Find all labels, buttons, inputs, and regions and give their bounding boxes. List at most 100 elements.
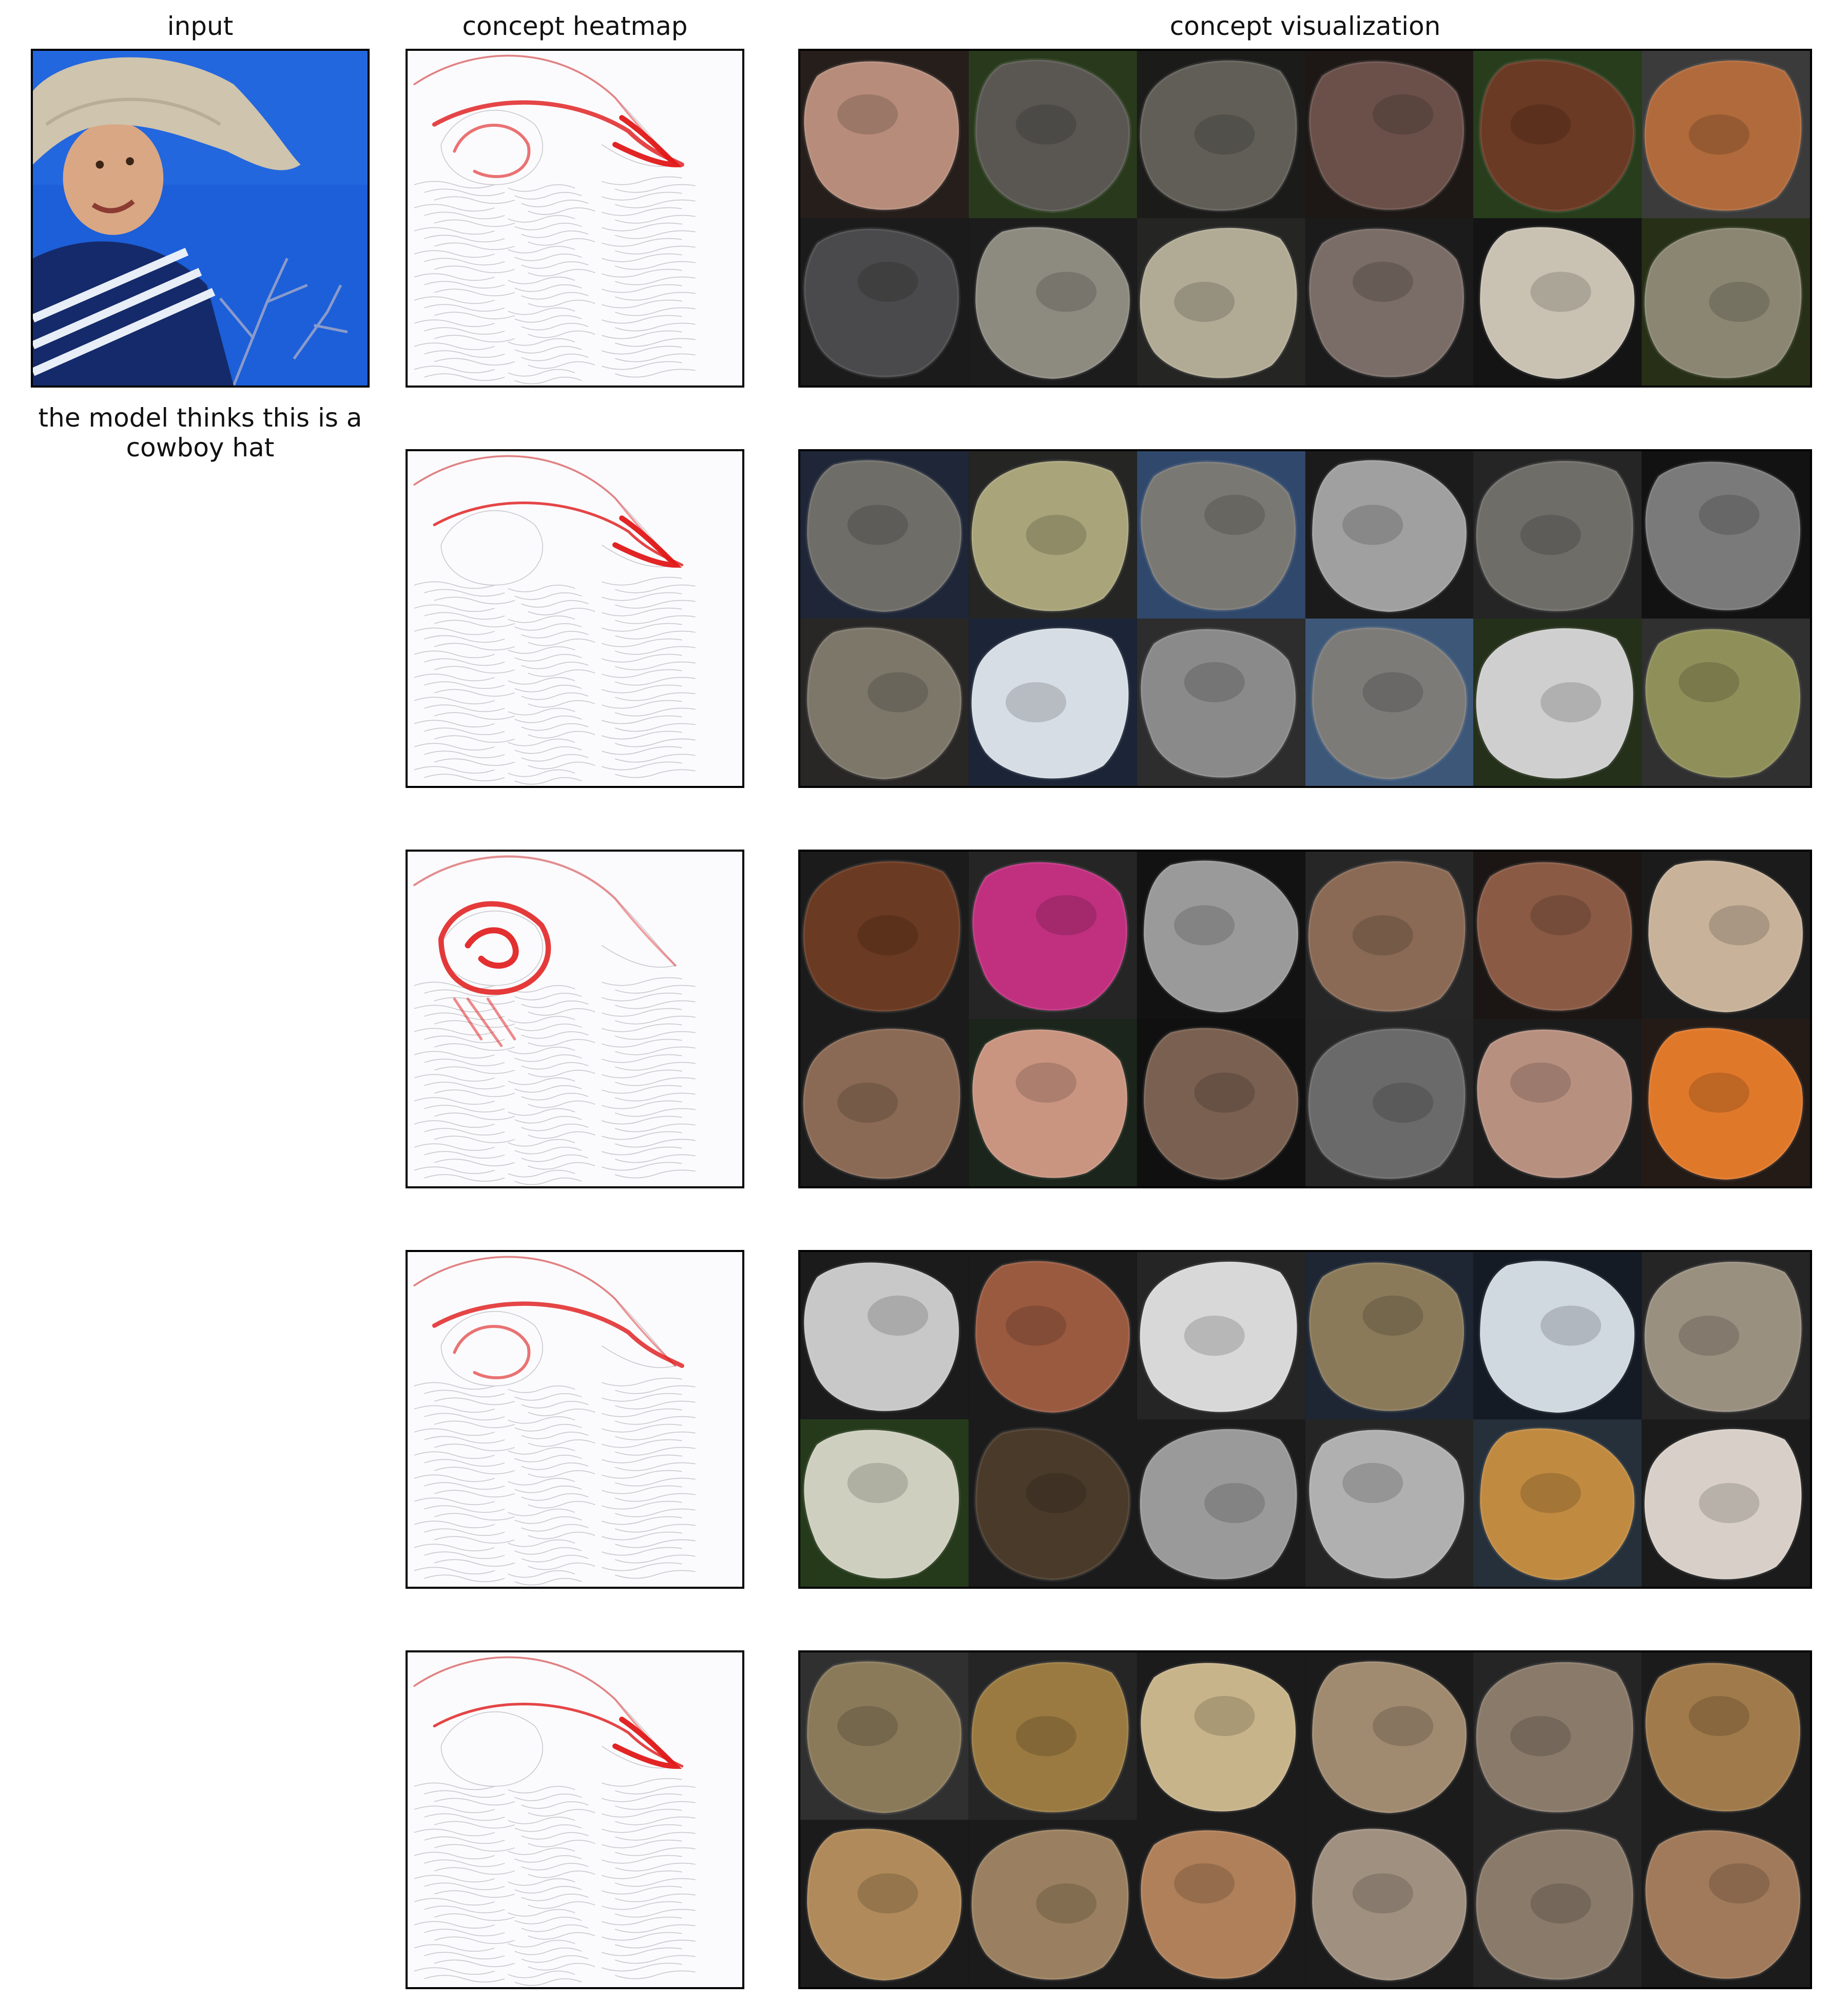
- visualization-tile: [1642, 451, 1810, 619]
- visualization-tile: [1642, 51, 1810, 218]
- concept-heatmap: [406, 449, 744, 788]
- visualization-tile: [1473, 51, 1642, 218]
- visualization-tile: [800, 1019, 969, 1186]
- cougar-face-thumbnail: [1642, 1820, 1810, 1987]
- visualization-tile: [1473, 852, 1642, 1019]
- visualization-tile: [1137, 1820, 1305, 1987]
- visualization-tile: [1137, 1019, 1305, 1186]
- woman-pink-hat-thumbnail: [968, 852, 1137, 1019]
- man-face-thumbnail: [800, 1019, 969, 1186]
- concept-heatmap: [406, 49, 744, 388]
- visualization-tile: [800, 51, 969, 218]
- visualization-tile: [1137, 1652, 1305, 1820]
- visualization-tile: [800, 619, 969, 786]
- man-portrait-bw-thumbnail: [1305, 1019, 1474, 1186]
- visualization-tile: [1305, 451, 1474, 619]
- visualization-tile: [1305, 1419, 1474, 1587]
- leather-object-thumbnail: [968, 1252, 1137, 1419]
- child-with-cowboy-hat-illustration: [33, 51, 368, 386]
- perforated-dome-thumbnail: [1305, 451, 1474, 619]
- cougar-face-thumbnail: [1137, 1652, 1305, 1820]
- visualization-tile: [1473, 1820, 1642, 1987]
- visualization-tile: [1473, 619, 1642, 786]
- caption-line-2: cowboy hat: [126, 433, 275, 463]
- visualization-tile: [1642, 1252, 1810, 1419]
- visualization-tile: [1137, 852, 1305, 1019]
- ship-hull-thumbnail: [1473, 1252, 1642, 1419]
- cougar-behind-fence-thumbnail: [968, 1820, 1137, 1987]
- thatched-cottage-thumbnail: [800, 1652, 969, 1820]
- visualization-tile: [1305, 51, 1474, 218]
- caption-line-1: the model thinks this is a: [38, 403, 362, 433]
- visualization-tile: [1642, 1019, 1810, 1186]
- visualization-tile: [968, 1820, 1137, 1987]
- input-image: [31, 49, 370, 388]
- heatmap-title: concept heatmap: [462, 11, 688, 41]
- heatmap-overlay: [408, 1252, 742, 1587]
- visualization-tile: [968, 1252, 1137, 1419]
- cougar-face-thumbnail: [1305, 1820, 1474, 1987]
- cougar-face-thumbnail: [800, 1820, 969, 1987]
- water-buffalo-thumbnail: [968, 51, 1137, 218]
- visualization-tile: [1305, 1019, 1474, 1186]
- visualization-tile: [1137, 1252, 1305, 1419]
- visualization-tile: [1137, 451, 1305, 619]
- orange-hair-thumbnail: [1642, 1019, 1810, 1186]
- sneaker-thumbnail: [800, 1252, 969, 1419]
- visualization-tile: [800, 1820, 969, 1987]
- planetarium-dome-thumbnail: [1137, 451, 1305, 619]
- woman-eating-thumbnail: [1642, 852, 1810, 1019]
- visualization-tile: [968, 1652, 1137, 1820]
- old-boat-thumbnail: [1473, 1419, 1642, 1587]
- white-shell-building-thumbnail: [1473, 619, 1642, 786]
- fish-held-thumbnail: [1305, 1419, 1474, 1587]
- planetarium-dome-thumbnail: [800, 619, 969, 786]
- buffalo-closeup-thumbnail: [800, 218, 969, 386]
- visualization-tile: [1473, 218, 1642, 386]
- visualization-tile: [1642, 1820, 1810, 1987]
- visualization-tile: [968, 451, 1137, 619]
- concept-visualization-grid: [798, 1250, 1812, 1589]
- visualization-tile: [1305, 1820, 1474, 1987]
- visualization-tile: [1137, 218, 1305, 386]
- visualization-tile: [1305, 1652, 1474, 1820]
- man-in-suit-thumbnail: [1305, 852, 1474, 1019]
- visualization-tile: [800, 1419, 969, 1587]
- heatmap-overlay: [408, 1652, 742, 1987]
- visualization-tile: [1473, 1419, 1642, 1587]
- smiling-woman-thumbnail: [968, 1019, 1137, 1186]
- visualization-tile: [1642, 1419, 1810, 1587]
- prediction-caption: the model thinks this is a cowboy hat: [21, 403, 380, 463]
- visualization-tile: [968, 619, 1137, 786]
- visualization-tile: [800, 218, 969, 386]
- visualization-tile: [968, 852, 1137, 1019]
- buffalo-horn-thumbnail: [1305, 51, 1474, 218]
- cougar-face-thumbnail: [1642, 1652, 1810, 1820]
- planetarium-dome-thumbnail: [1305, 619, 1474, 786]
- open-mouth-face-thumbnail: [1473, 852, 1642, 1019]
- visualization-tile: [1137, 1419, 1305, 1587]
- heatmap-overlay: [408, 852, 742, 1186]
- heatmap-overlay: [408, 451, 742, 786]
- face-profile-thumbnail: [1137, 852, 1305, 1019]
- thatched-cottage-thumbnail: [1473, 1652, 1642, 1820]
- planetarium-dome-thumbnail: [800, 451, 969, 619]
- visualization-tile: [968, 1419, 1137, 1587]
- curly-hair-thumbnail: [800, 852, 969, 1019]
- visualization-tile: [1473, 1252, 1642, 1419]
- visualization-tile: [800, 1252, 969, 1419]
- worn-sneaker-thumbnail: [1642, 1252, 1810, 1419]
- concept-visualization-grid: [798, 49, 1812, 388]
- visualization-tile: [1473, 1652, 1642, 1820]
- carved-face-thumbnail: [1642, 1419, 1810, 1587]
- visualization-tile: [1642, 619, 1810, 786]
- planetarium-dome-thumbnail: [1137, 619, 1305, 786]
- input-title: input: [167, 11, 234, 41]
- visualization-tile: [800, 852, 969, 1019]
- cougar-face-thumbnail: [1305, 1652, 1474, 1820]
- woman-profile-thumbnail: [1473, 1019, 1642, 1186]
- planetarium-dome-thumbnail: [1473, 451, 1642, 619]
- brown-cow-thumbnail: [1473, 51, 1642, 218]
- ram-horn-thumbnail: [1473, 218, 1642, 386]
- visualization-tile: [1137, 51, 1305, 218]
